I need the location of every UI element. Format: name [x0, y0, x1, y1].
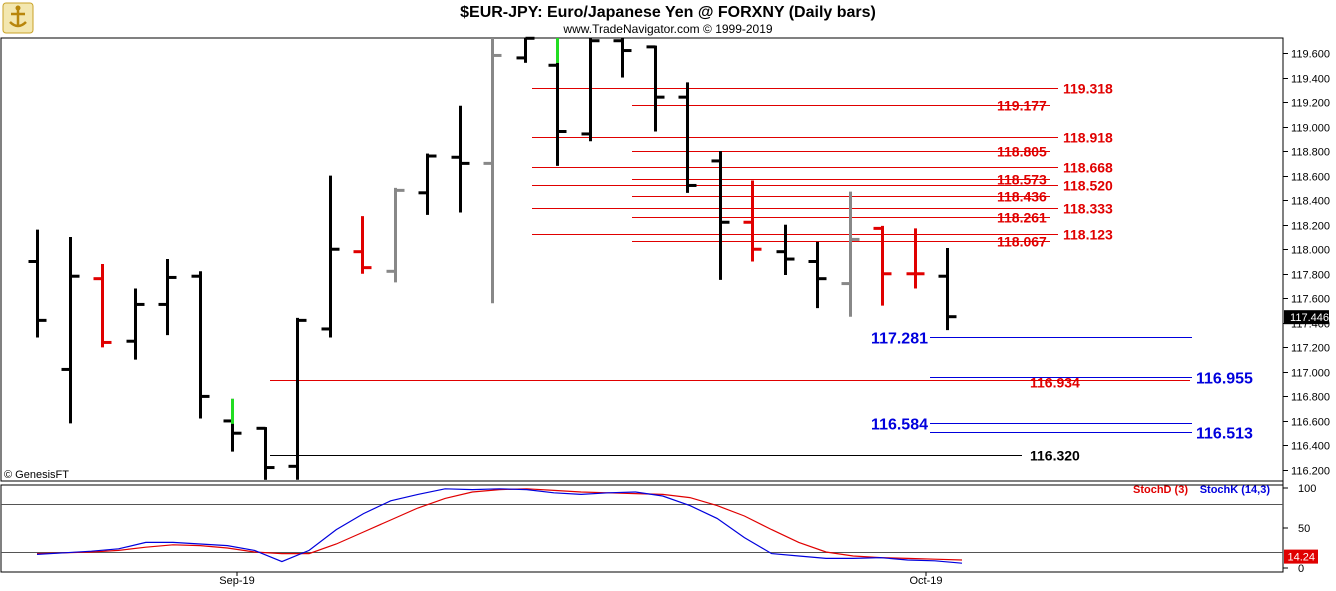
level-label: 118.805	[997, 144, 1047, 160]
x-axis-label: Oct-19	[909, 575, 942, 587]
price-panel-frame	[0, 37, 1284, 482]
ohlc-bar	[776, 224, 795, 275]
ohlc-bar	[906, 228, 925, 289]
ohlc-bar	[581, 38, 600, 142]
stochastic-line	[36, 488, 963, 561]
legend-stochd: StochD (3)	[1133, 484, 1188, 496]
price-axis-label: 116.200	[1291, 466, 1330, 478]
price-axis-label: 116.400	[1291, 441, 1330, 453]
level-label: 116.320	[1030, 448, 1080, 464]
ohlc-bar	[613, 38, 632, 78]
ohlc-bar	[938, 248, 957, 331]
level-label: 118.520	[1063, 178, 1113, 194]
level-label: 118.333	[1063, 201, 1113, 217]
price-axis-label: 117.600	[1291, 294, 1330, 306]
ohlc-bar	[711, 151, 730, 280]
price-axis-label: 118.800	[1291, 147, 1330, 159]
ohlc-bar	[451, 105, 470, 213]
price-axis-label: 119.600	[1291, 49, 1330, 61]
level-label: 118.436	[997, 189, 1047, 205]
price-layer: 119.318 119.177 118.918 118.805 118.668 118.5…	[28, 36, 1253, 480]
price-axis-label: 119.200	[1291, 98, 1330, 110]
trade-navigator-logo-icon	[2, 2, 34, 34]
stochastic-layer: StochD (3) StochK (14,3)	[1, 484, 1283, 564]
level-label: 118.668	[1063, 160, 1113, 176]
stochastic-axis-label: 50	[1298, 523, 1310, 535]
axis-layer: 119.600 119.400 119.200 119.000 118.800 118.6…	[219, 49, 1330, 588]
price-axis-label: 117.000	[1291, 368, 1330, 380]
price-axis-label: 118.400	[1291, 196, 1330, 208]
ohlc-bar	[256, 426, 275, 480]
price-axis-label: 117.200	[1291, 343, 1330, 355]
chart-title: $EUR-JPY: Euro/Japanese Yen @ FORXNY (Da…	[460, 4, 876, 21]
last-price-badge	[1284, 310, 1329, 325]
level-label: 118.261	[997, 210, 1047, 226]
legend-stochk: StochK (14,3)	[1200, 484, 1271, 496]
ohlc-bar	[841, 191, 860, 317]
level-label: 117.281	[871, 331, 928, 348]
ohlc-bar	[28, 229, 47, 338]
stochastic-last-badge	[1284, 549, 1318, 564]
level-label: 118.918	[1063, 130, 1113, 146]
level-label: 116.934	[1030, 375, 1080, 391]
level-label: 118.123	[1063, 227, 1113, 243]
level-label: 118.067	[997, 234, 1047, 250]
stochastic-axis-label: 0	[1298, 563, 1304, 575]
ohlc-bar	[678, 82, 697, 193]
ohlc-bar	[483, 38, 502, 304]
ohlc-bar	[418, 153, 437, 215]
ohlc-bar	[191, 271, 210, 419]
level-label: 116.955	[1196, 371, 1253, 388]
price-axis-label: 116.800	[1291, 392, 1330, 404]
ohlc-bar	[158, 259, 177, 336]
last-price-label: 117.446	[1290, 312, 1329, 324]
x-axis-label: Sep-19	[219, 575, 254, 587]
level-label: 118.573	[997, 172, 1047, 188]
price-axis-label: 119.000	[1291, 123, 1330, 135]
price-axis-label: 119.400	[1291, 74, 1330, 86]
ohlc-bar	[353, 216, 372, 274]
ohlc-bar	[873, 225, 892, 306]
level-label: 119.177	[997, 98, 1047, 114]
price-axis-label: 118.200	[1291, 221, 1330, 233]
stochastic-panel-frame	[0, 484, 1284, 573]
ohlc-bar	[808, 241, 827, 309]
copyright-label: © GenesisFT	[4, 469, 69, 481]
stochastic-last-label: 14.24	[1287, 552, 1315, 564]
ohlc-bar	[288, 317, 307, 480]
ohlc-bar	[743, 180, 762, 262]
price-axis-label: 116.600	[1291, 417, 1330, 429]
ohlc-bar	[126, 288, 145, 360]
ohlc-bar	[321, 175, 340, 338]
chart-subtitle: www.TradeNavigator.com © 1999-2019	[562, 22, 772, 36]
level-label: 116.513	[1196, 426, 1253, 443]
level-label: 119.318	[1063, 81, 1113, 97]
price-axis-label: 118.000	[1291, 245, 1330, 257]
ohlc-bar	[61, 236, 80, 424]
ohlc-bar	[548, 38, 567, 166]
level-label: 116.584	[871, 417, 928, 434]
ohlc-bar	[646, 45, 665, 132]
ohlc-bar	[516, 36, 535, 63]
ohlc-bar	[93, 263, 112, 348]
stochastic-axis-label: 100	[1298, 483, 1316, 495]
ohlc-bar	[386, 187, 405, 283]
ohlc-bar	[223, 398, 242, 452]
price-axis-label: 118.600	[1291, 172, 1330, 184]
price-axis-label: 117.800	[1291, 270, 1330, 282]
stochastic-line	[36, 488, 963, 564]
